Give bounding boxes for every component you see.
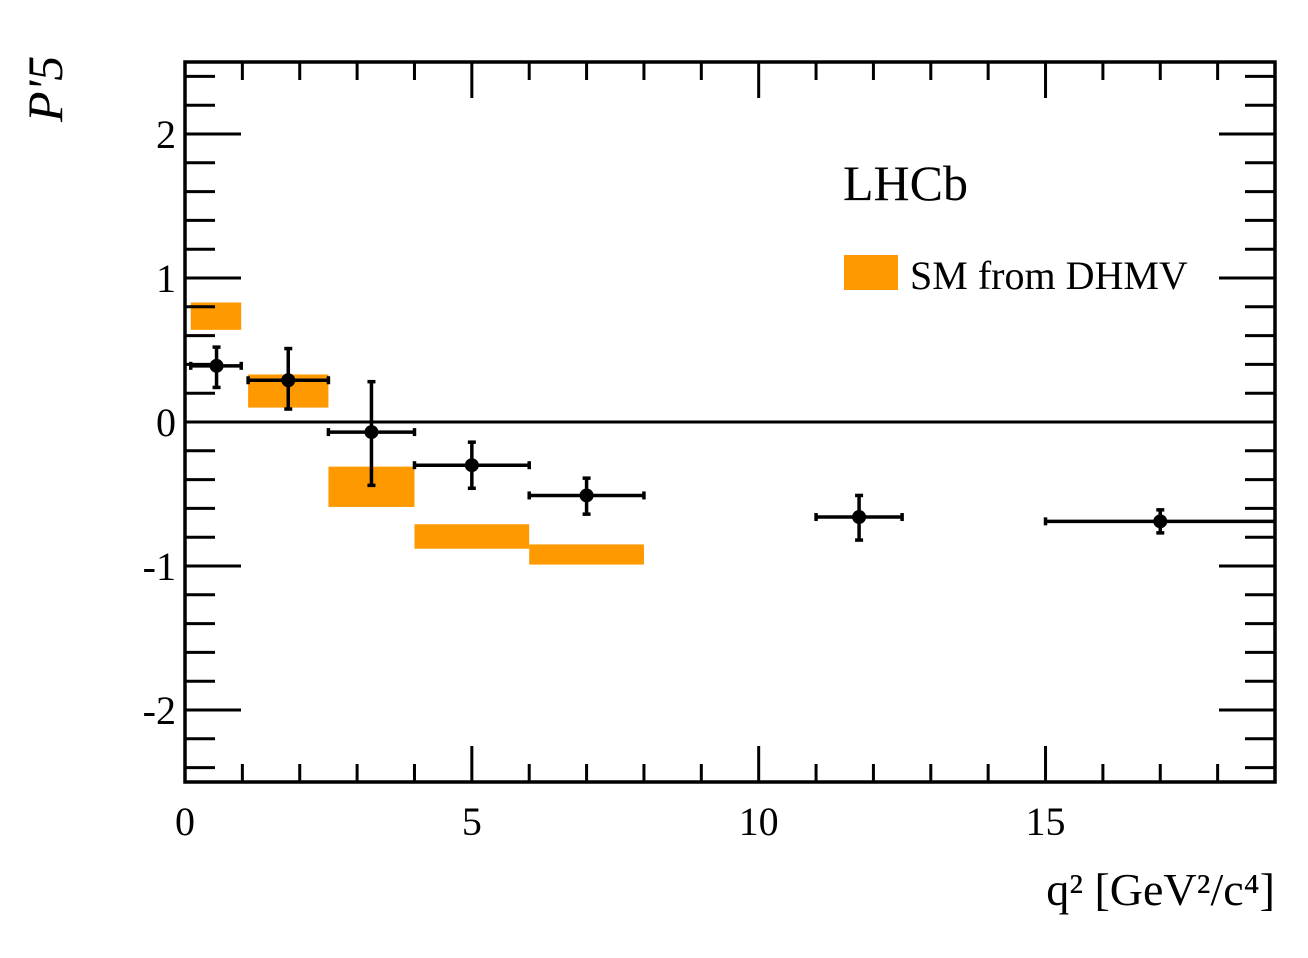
y-axis-label: P'5 xyxy=(17,56,73,123)
marker xyxy=(464,458,479,473)
x-tick-label: 10 xyxy=(739,799,779,844)
sm-band xyxy=(414,524,530,549)
marker xyxy=(1153,514,1168,529)
marker xyxy=(209,358,224,373)
legend-label: SM from DHMV xyxy=(910,253,1188,298)
marker xyxy=(281,373,296,388)
data-point xyxy=(412,440,531,490)
x-axis-label: q² [GeV²/c⁴] xyxy=(1046,864,1275,915)
marker xyxy=(364,425,379,440)
legend-swatch xyxy=(844,255,898,290)
data-point xyxy=(1043,508,1275,535)
sm-bands xyxy=(190,302,644,565)
marker xyxy=(579,488,594,503)
x-tick-label: 0 xyxy=(175,799,195,844)
data-point xyxy=(814,493,904,542)
x-tick-label: 5 xyxy=(462,799,482,844)
marker xyxy=(852,510,867,525)
axis-ticks xyxy=(183,62,1277,782)
sm-band xyxy=(529,544,644,565)
data-point xyxy=(527,476,646,516)
y-tick-label: -1 xyxy=(143,544,176,589)
plot-frame xyxy=(183,60,1277,784)
data-points xyxy=(188,345,1275,542)
y-tick-label: 2 xyxy=(156,112,176,157)
lhcb-label: LHCb xyxy=(843,155,968,211)
data-point xyxy=(188,345,243,390)
data-point xyxy=(326,379,417,488)
y-tick-label: -2 xyxy=(143,688,176,733)
y-tick-label: 0 xyxy=(156,400,176,445)
y-tick-label: 1 xyxy=(156,256,176,301)
x-tick-label: 15 xyxy=(1026,799,1066,844)
tick-labels: 0 5 10 15 -2 -1 0 1 2 xyxy=(143,112,1066,844)
data-point xyxy=(246,346,331,411)
